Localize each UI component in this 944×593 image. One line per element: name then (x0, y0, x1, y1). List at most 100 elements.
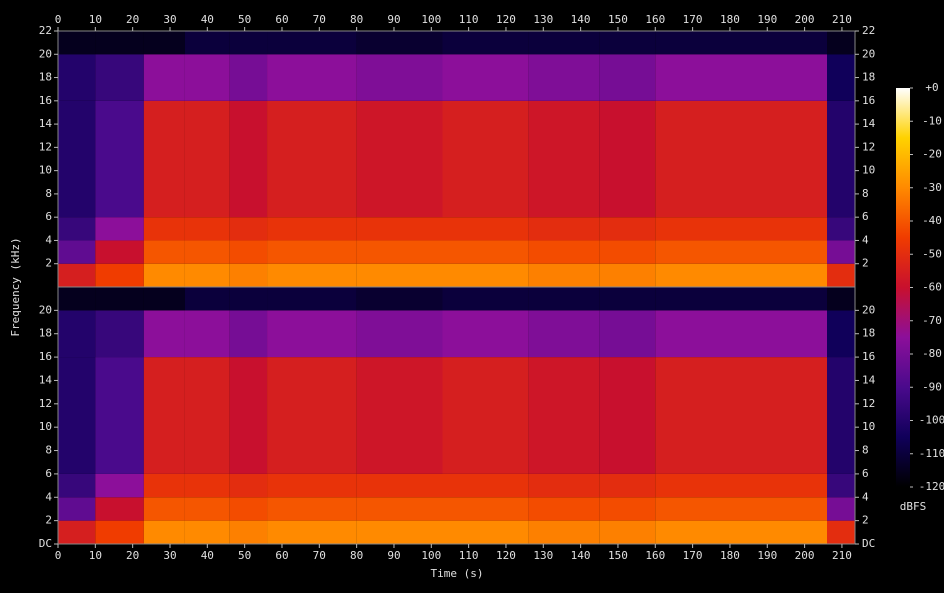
spectrogram-cell (528, 100, 600, 218)
y-tick-label-right: 20 (862, 303, 875, 316)
y-tick-label: 12 (39, 140, 52, 153)
y-tick-label: 10 (39, 164, 52, 177)
x-tick-label-top: 30 (163, 13, 176, 26)
x-tick-label-top: 110 (459, 13, 479, 26)
spectrogram-cell (599, 54, 656, 101)
spectrogram-cell (442, 357, 529, 474)
x-axis-label: Time (s) (431, 567, 484, 580)
spectrogram-cell (267, 263, 357, 287)
y-tick-label: 18 (39, 71, 52, 84)
spectrogram-cell (655, 54, 828, 101)
spectrogram-cell (356, 263, 443, 287)
spectrogram-cell (58, 520, 96, 544)
spectrogram-cell (95, 497, 144, 521)
y-tick-label: 2 (45, 514, 52, 527)
spectrogram-cell (356, 357, 443, 474)
y-tick-label: 6 (45, 210, 52, 223)
spectrogram-cell (827, 520, 855, 544)
y-tick-label-right: 4 (862, 490, 869, 503)
spectrogram-cell (95, 240, 144, 264)
spectrogram-cell (442, 217, 529, 241)
x-tick-label: 30 (163, 549, 176, 562)
y-tick-label-right: 2 (862, 257, 869, 270)
x-tick-label-top: 90 (387, 13, 400, 26)
spectrogram-cell (229, 100, 268, 218)
spectrogram-cell (143, 497, 185, 521)
spectrogram-cell (827, 217, 855, 241)
spectrogram-cell (143, 54, 185, 101)
spectrogram-cell (58, 100, 96, 218)
spectrogram-cell (356, 310, 443, 358)
spectrogram-cell (827, 497, 855, 521)
x-tick-label-top: 40 (201, 13, 214, 26)
spectrogram-cell (143, 31, 185, 55)
colorbar-tick-label: -10 (922, 114, 942, 127)
spectrogram-cell (95, 357, 144, 474)
spectrogram-cell (599, 217, 656, 241)
spectrogram-cell (184, 497, 230, 521)
spectrogram-cell (184, 310, 230, 358)
spectrogram-cell (599, 287, 656, 311)
colorbar-tick-label: +0 (925, 81, 938, 94)
spectrogram-cell (267, 310, 357, 358)
spectrogram-cell (655, 263, 828, 287)
spectrogram-cell (184, 357, 230, 474)
colorbar-tick-label: -80 (922, 347, 942, 360)
x-tick-label: 80 (350, 549, 363, 562)
y-tick-label-right: 18 (862, 327, 875, 340)
colorbar-tick-label: -20 (922, 148, 942, 161)
y-tick-label: 16 (39, 350, 52, 363)
spectrogram-cell (143, 263, 185, 287)
x-tick-label: 170 (683, 549, 703, 562)
spectrogram-cell (356, 217, 443, 241)
x-tick-label: 60 (275, 549, 288, 562)
spectrogram-cell (58, 54, 96, 101)
spectrogram-cell (356, 520, 443, 544)
spectrogram-cell (267, 497, 357, 521)
y-tick-label: 18 (39, 327, 52, 340)
spectrogram-cell (827, 100, 855, 218)
spectrogram-cell (655, 100, 828, 218)
spectrogram-cell (229, 287, 268, 311)
y-tick-label-right: 6 (862, 467, 869, 480)
spectrogram-cell (655, 357, 828, 474)
spectrogram-cell (528, 473, 600, 498)
panel-frame (57, 286, 856, 545)
x-tick-label: 110 (459, 549, 479, 562)
x-tick-label-top: 130 (533, 13, 553, 26)
spectrogram-cell (599, 100, 656, 218)
y-tick-label: 12 (39, 397, 52, 410)
y-tick-label-right: 16 (862, 350, 875, 363)
y-tick-label-right: DC (862, 537, 875, 550)
x-tick-label: 130 (533, 549, 553, 562)
spectrogram-cell (95, 310, 144, 358)
spectrogram-cell (528, 240, 600, 264)
spectrogram-cell (528, 31, 600, 55)
spectrogram-cell (528, 310, 600, 358)
y-tick-label: 8 (45, 187, 52, 200)
colorbar-tick-label: -100 (919, 414, 944, 427)
x-tick-label: 140 (571, 549, 591, 562)
y-tick-label-right: 12 (862, 140, 875, 153)
x-tick-label: 50 (238, 549, 251, 562)
spectrogram-cell (267, 520, 357, 544)
spectrogram-cell (95, 217, 144, 241)
spectrogram-cell (184, 217, 230, 241)
x-tick-label: 70 (313, 549, 326, 562)
spectrogram-cell (229, 263, 268, 287)
spectrogram-cell (143, 473, 185, 498)
spectrogram-cell (827, 287, 855, 311)
x-tick-label: 120 (496, 549, 516, 562)
spectrogram-cell (229, 520, 268, 544)
spectrogram-cell (599, 520, 656, 544)
y-tick-label-right: 6 (862, 210, 869, 223)
x-tick-label: 0 (55, 549, 62, 562)
x-tick-label-top: 160 (645, 13, 665, 26)
spectrogram-cell (229, 310, 268, 358)
spectrogram-cell (356, 473, 443, 498)
colorbar-tick-label: -40 (922, 214, 942, 227)
y-tick-label-right: 4 (862, 233, 869, 246)
colorbar-tick-label: -90 (922, 380, 942, 393)
